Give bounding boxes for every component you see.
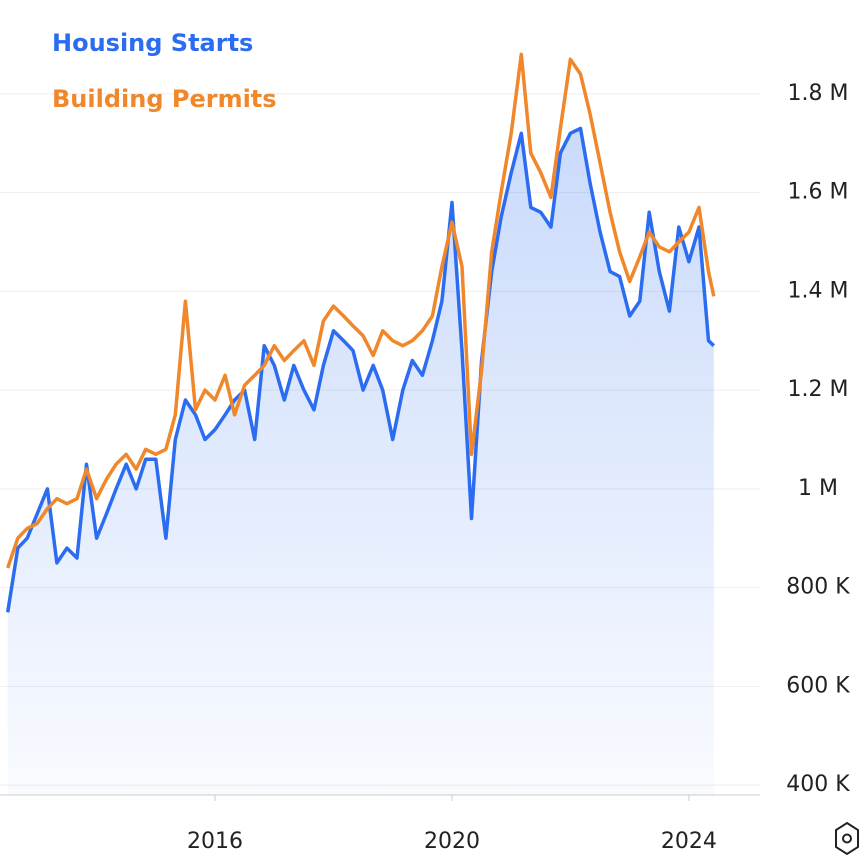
legend-entry: Housing Starts xyxy=(52,29,253,57)
y-tick-label: 1.4 M xyxy=(788,278,849,303)
y-tick-label: 600 K xyxy=(786,673,850,698)
y-tick-label: 800 K xyxy=(786,575,850,600)
x-tick-label: 2024 xyxy=(661,829,717,854)
y-tick-label: 1.6 M xyxy=(788,180,849,205)
line xyxy=(6,52,716,569)
settings-icon[interactable] xyxy=(835,821,859,856)
plot xyxy=(5,52,716,795)
y-tick-label: 400 K xyxy=(786,772,850,797)
x-tick-label: 2016 xyxy=(187,829,243,854)
settings-icon-center xyxy=(842,833,852,844)
y-tick-label: 1 M xyxy=(798,476,838,501)
y-tick-label: 1.2 M xyxy=(788,377,849,402)
line xyxy=(5,126,716,613)
area xyxy=(7,128,714,795)
y-tick-label: 1.8 M xyxy=(788,81,849,106)
labels: 400 K 600 K 800 K 1 M 1.2 M 1.4 M 1.6 M 1.8 M 20… xyxy=(52,29,850,854)
legend-entry: Building Permits xyxy=(52,85,277,113)
x-tick-label: 2020 xyxy=(424,829,480,854)
